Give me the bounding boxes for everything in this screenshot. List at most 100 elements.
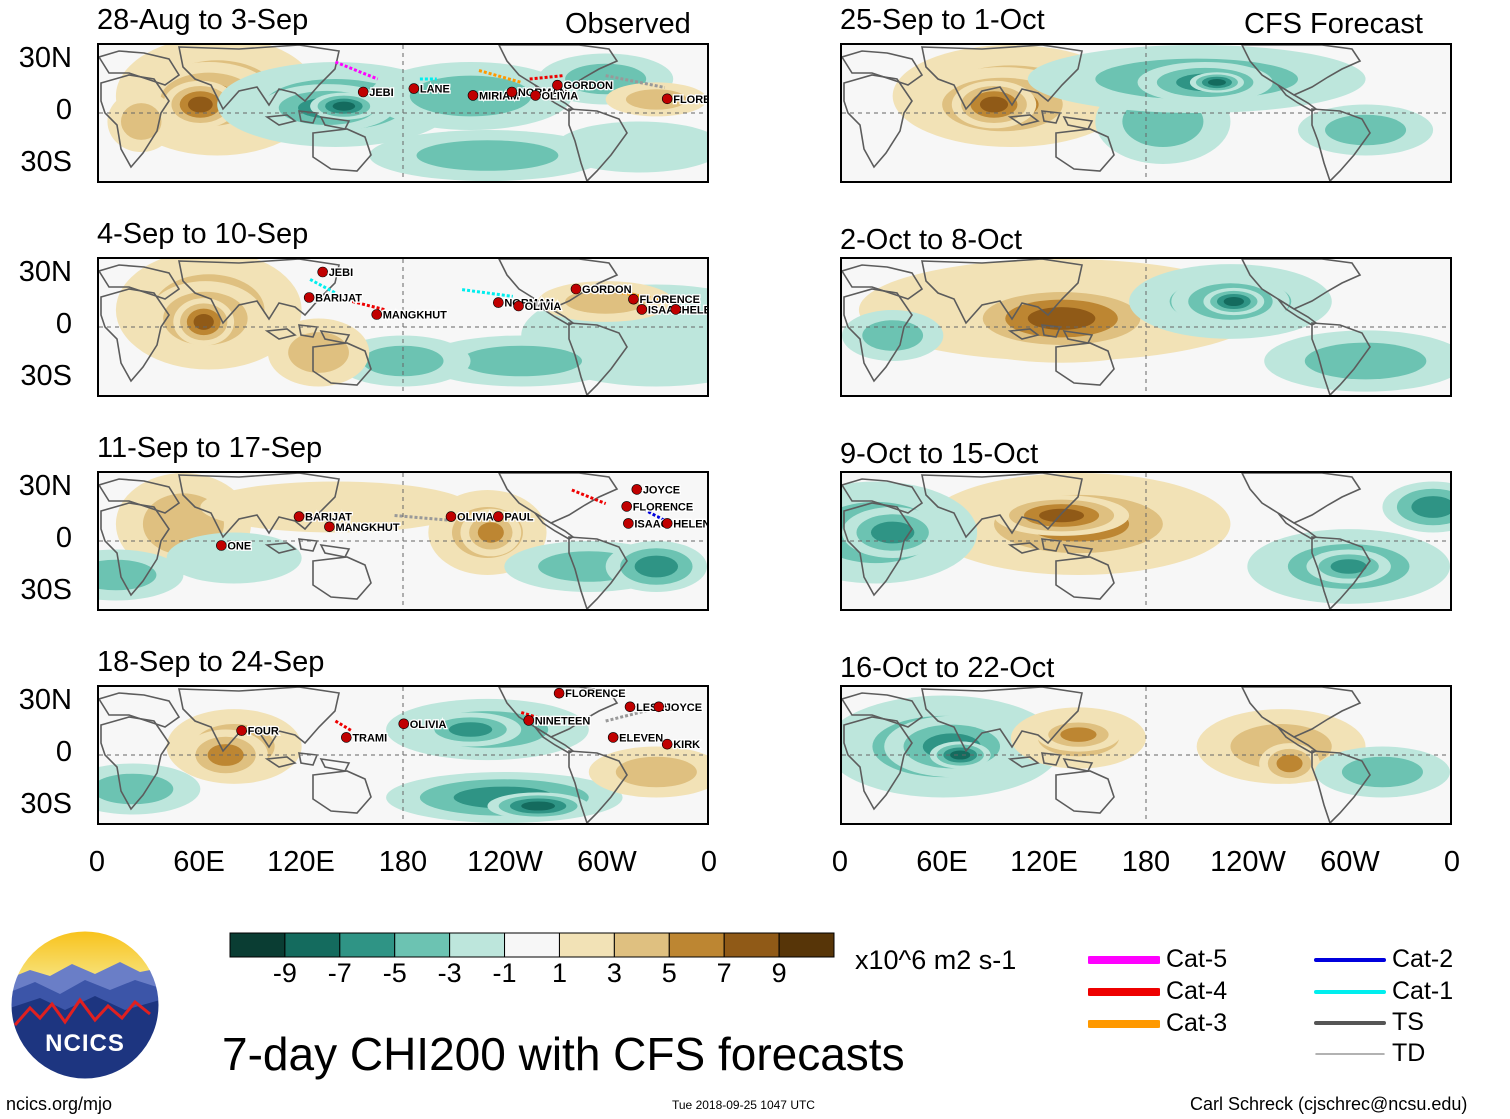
continent-outline xyxy=(100,716,170,811)
continent-outline xyxy=(1277,512,1318,540)
storm-name-label: FLORENCE xyxy=(639,294,700,306)
anomaly-contour xyxy=(1325,114,1407,146)
storm-symbol xyxy=(607,732,619,743)
storm-name-label: ELEVEN xyxy=(619,732,663,744)
storm-name-label: ISAAC xyxy=(634,518,668,530)
colorbar-swatch xyxy=(558,932,615,958)
storm-symbol xyxy=(628,293,639,305)
storm-track xyxy=(351,300,387,312)
observed-map-1: JEBILANEMIRIAMNORMANOLIVIAGORDONFLORENCE xyxy=(97,43,709,183)
forecast-lon-label: 0 xyxy=(831,846,849,878)
storm-track xyxy=(605,74,666,89)
forecast-header: CFS Forecast xyxy=(1244,8,1423,40)
storm-name-label: HELENE xyxy=(682,304,707,316)
legend-swatch xyxy=(1314,958,1386,962)
legend-swatch xyxy=(1314,1021,1386,1025)
colorbar-tick-label: 7 xyxy=(716,958,732,988)
anomaly-contour xyxy=(207,744,244,766)
storm-symbol xyxy=(493,297,504,308)
continent-outline xyxy=(178,259,340,325)
colorbar-swatch xyxy=(504,932,560,958)
anomaly-contour xyxy=(477,522,504,543)
storm-symbol xyxy=(661,93,673,105)
continent-outline xyxy=(178,687,340,753)
storm-symbol xyxy=(631,484,643,495)
legend-label: Cat-5 xyxy=(1166,945,1228,973)
anomaly-contour xyxy=(460,345,583,377)
storm-name-label: FLORENCE xyxy=(633,501,694,513)
anomaly-contour xyxy=(288,332,349,373)
colorbar-swatch xyxy=(229,932,286,958)
forecast-map-1 xyxy=(840,43,1452,183)
anomaly-contour xyxy=(1207,79,1226,86)
lat-label: 30N xyxy=(18,684,72,716)
storm-symbol xyxy=(530,90,541,101)
forecast-panel-1-title: 25-Sep to 1-Oct xyxy=(840,4,1045,36)
continent-outline xyxy=(99,692,181,728)
legend-label: Cat-4 xyxy=(1166,977,1228,1005)
storm-name-label: GORDON xyxy=(582,284,632,296)
continent-outline xyxy=(921,45,1083,111)
forecast-panel-4-title: 16-Oct to 22-Oct xyxy=(840,652,1055,684)
continent-outline xyxy=(1277,298,1318,326)
storm-name-label: OLIVIA xyxy=(410,719,447,731)
storm-track xyxy=(529,74,564,81)
storm-track xyxy=(334,719,354,733)
storm-name-label: JEBI xyxy=(369,87,393,99)
storm-name-label: OLIVIA xyxy=(541,90,578,102)
colorbar-tick-label: 3 xyxy=(606,958,622,988)
continent-outline xyxy=(843,74,913,169)
legend-swatch xyxy=(1088,956,1160,964)
observed-panel-2-title: 4-Sep to 10-Sep xyxy=(97,218,309,250)
continent-outline xyxy=(1277,84,1318,112)
legend-label: TD xyxy=(1392,1039,1426,1067)
continent-outline xyxy=(1241,259,1362,310)
forecast-lon-label: 60W xyxy=(1320,846,1380,878)
storm-symbol xyxy=(408,83,420,94)
continent-outline xyxy=(568,108,628,181)
legend-swatch xyxy=(1314,990,1386,994)
legend-swatch xyxy=(1088,988,1160,996)
map-canvas: JEBILANEMIRIAMNORMANOLIVIAGORDONFLORENCE xyxy=(99,45,707,181)
continent-outline xyxy=(534,84,575,112)
anomaly-contour xyxy=(193,313,214,330)
anomaly-contour xyxy=(1027,307,1096,330)
anomaly-contour xyxy=(1330,559,1367,574)
continent-outline xyxy=(1311,108,1371,181)
continent-outline xyxy=(1241,45,1362,96)
anomaly-contour xyxy=(1276,754,1303,773)
footer-website[interactable]: ncics.org/mjo xyxy=(6,1094,113,1114)
colorbar-swatch xyxy=(449,932,506,958)
map-canvas xyxy=(842,687,1450,823)
anomaly-contour xyxy=(332,101,356,111)
storm-symbol xyxy=(513,300,524,312)
map-canvas: FOURTRAMIOLIVIANINETEENFLORENCELESLIEJOY… xyxy=(99,687,707,823)
storm-symbol xyxy=(523,715,535,726)
anomaly-contour xyxy=(979,96,1009,113)
continent-outline xyxy=(568,750,628,823)
storm-symbol xyxy=(293,511,305,522)
anomaly-contour xyxy=(416,140,559,171)
map-canvas xyxy=(842,259,1450,395)
continent-outline xyxy=(842,692,924,728)
storm-name-label: OLIVIA xyxy=(457,512,494,524)
main-title: 7-day CHI200 with CFS forecasts xyxy=(222,1028,905,1080)
colorbar-tick-label: -9 xyxy=(272,958,297,988)
anomaly-contour xyxy=(362,345,444,377)
storm-symbol xyxy=(661,738,673,750)
continent-outline xyxy=(1055,342,1115,386)
colorbar-tick-label: 9 xyxy=(771,958,787,988)
anomaly-contour xyxy=(634,555,679,578)
storm-name-label: FLORENCE xyxy=(565,688,626,700)
anomaly-contour xyxy=(120,103,162,140)
storm-name-label: BARIJAT xyxy=(305,512,352,524)
observed-header: Observed xyxy=(565,8,691,40)
colorbar-swatch xyxy=(778,932,835,958)
storm-name-label: GORDON xyxy=(563,80,613,92)
colorbar-tick-label: -3 xyxy=(437,958,462,988)
continent-outline xyxy=(99,264,181,300)
storm-name-label: NINETEEN xyxy=(535,715,591,727)
lat-label: 30S xyxy=(20,360,72,392)
storm-symbol xyxy=(467,90,479,101)
